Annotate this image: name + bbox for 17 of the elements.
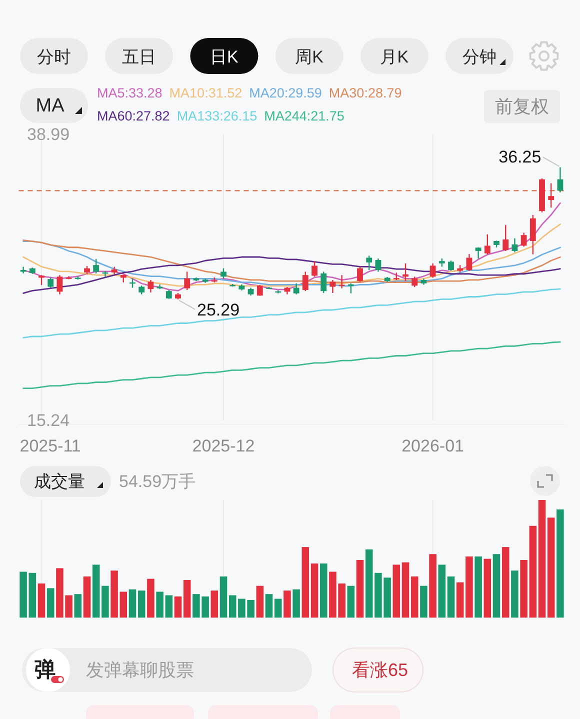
legend-title: MA [36,96,65,116]
y-tick-label: 38.99 [27,124,70,144]
vote-button: 看涨65 [332,648,424,692]
x-tick-label: 2025-12 [192,436,255,456]
annotation: 25.29 [197,300,240,320]
legend: MA5:33.28 MA10:31.52 MA20:29.59 MA30:28.79 MA60:27.82 MA133:26.15 MA244:21.75 [97,86,402,124]
y-tick-label: 15.24 [27,410,70,430]
extreme-note: 36.25 [498,147,560,167]
adjust-button: 前复权 [484,90,560,123]
x-tick-label: 2025-11 [20,436,81,456]
input-bar: 弹 发弹幕聊股票 [22,648,312,692]
annotation: 36.25 [498,147,542,166]
chart-title: 成交量 [34,472,85,491]
indicator-button: 成交量 [20,466,111,497]
extreme-note: 25.29 [178,300,240,320]
x-tick-label: 2026-01 [402,436,464,456]
chart-subtitle: 54.59万手 [119,472,196,491]
